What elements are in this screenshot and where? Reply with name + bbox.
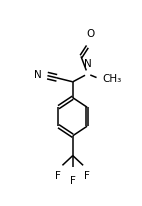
Text: F: F	[84, 171, 90, 181]
Text: N: N	[34, 70, 41, 80]
Text: CH₃: CH₃	[103, 74, 122, 84]
Text: F: F	[55, 171, 61, 181]
Text: F: F	[70, 176, 76, 186]
Text: O: O	[86, 29, 95, 39]
Text: N: N	[84, 59, 91, 69]
